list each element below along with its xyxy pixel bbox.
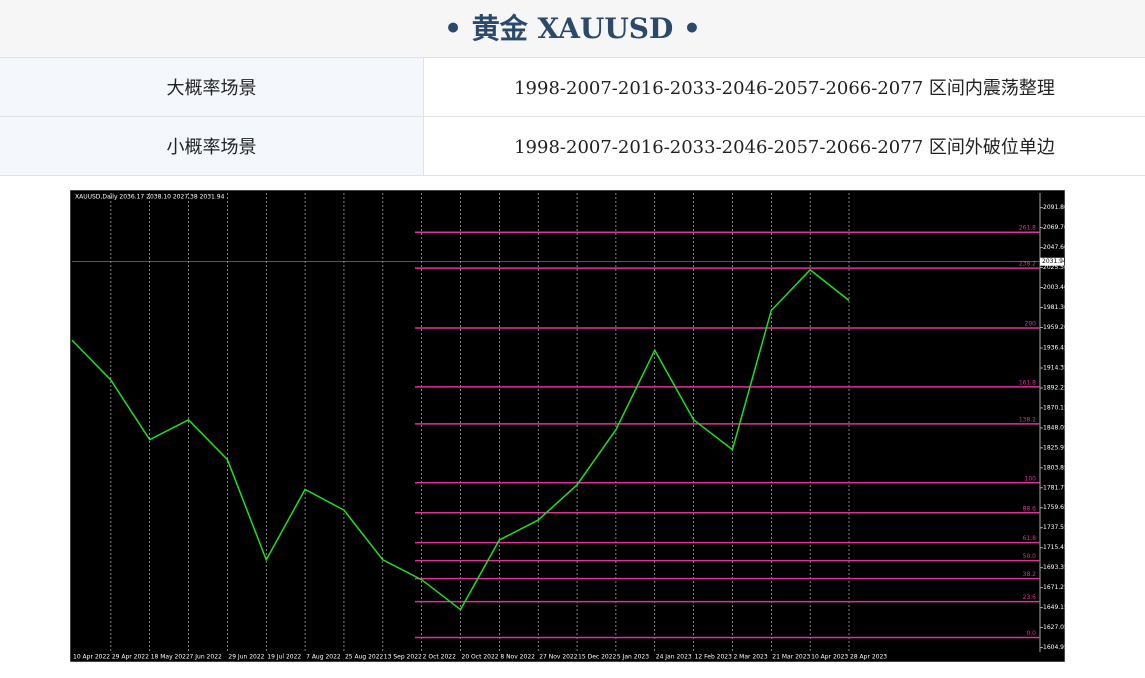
y-tick-label: 1715.45 xyxy=(1043,544,1065,551)
x-tick-label: 29 Apr 2022 xyxy=(112,654,149,661)
y-tick-label: 1870.15 xyxy=(1043,404,1065,411)
cell: 1998-2007-2016-2033-2046-2057-2066-2077 … xyxy=(423,116,1145,176)
x-tick-label: 2 Oct 2022 xyxy=(423,654,456,661)
fib-label: 161.8 xyxy=(1019,379,1036,386)
x-tick-label: 12 Feb 2023 xyxy=(695,654,733,661)
y-tick-label: 2047.60 xyxy=(1043,244,1065,251)
y-tick-label: 1825.95 xyxy=(1043,444,1065,451)
price-box xyxy=(1040,257,1064,266)
fib-label: 50.0 xyxy=(1023,553,1037,560)
x-tick-label: 28 Apr 2023 xyxy=(850,654,887,661)
y-tick-label: 1604.95 xyxy=(1043,644,1065,651)
x-tick-label: 19 Jul 2022 xyxy=(267,654,301,661)
y-tick-label: 1627.05 xyxy=(1043,624,1065,631)
y-tick-label: 1649.15 xyxy=(1043,604,1065,611)
x-tick-label: 13 Sep 2022 xyxy=(384,654,422,661)
y-tick-label: 1959.20 xyxy=(1043,324,1065,331)
x-tick-label: 20 Oct 2022 xyxy=(462,654,499,661)
x-tick-label: 18 May 2022 xyxy=(151,654,190,661)
y-tick-label: 1693.35 xyxy=(1043,564,1065,571)
y-tick-label: 2003.40 xyxy=(1043,284,1065,291)
price-series xyxy=(71,268,850,611)
price-label: 2031.94 xyxy=(1042,258,1065,265)
y-tick-label: 1781.75 xyxy=(1043,484,1065,491)
fib-label: 88.6 xyxy=(1023,505,1037,512)
x-tick-label: 24 Jan 2023 xyxy=(656,654,692,661)
row: 大概率场景 1998-2007-2016-2033-2046-2057-2066-… xyxy=(0,58,1145,117)
x-tick-label: 5 Jan 2023 xyxy=(617,654,649,661)
fib-label: 0.0 xyxy=(1026,630,1036,637)
x-tick-label: 10 Apr 2023 xyxy=(811,654,848,661)
x-tick-label: 7 Jun 2022 xyxy=(190,654,222,661)
y-tick-label: 1914.35 xyxy=(1043,364,1065,371)
cell: 小概率场景 xyxy=(0,116,424,176)
fib-label: 200 xyxy=(1025,320,1037,327)
y-tick-label: 2069.70 xyxy=(1043,224,1065,231)
chart-bg xyxy=(70,190,1065,662)
x-tick-label: 29 Jun 2022 xyxy=(228,654,264,661)
y-tick-label: 1848.05 xyxy=(1043,424,1065,431)
x-tick-label: 25 Aug 2022 xyxy=(345,654,384,661)
y-tick-label: 1671.25 xyxy=(1043,584,1065,591)
x-tick-label: 8 Nov 2022 xyxy=(500,654,535,661)
cell: 1998-2007-2016-2033-2046-2057-2066-2077 … xyxy=(423,58,1145,117)
scenario-table: 大概率场景 1998-2007-2016-2033-2046-2057-2066-… xyxy=(0,58,1145,176)
y-tick-label: 1803.85 xyxy=(1043,464,1065,471)
x-tick-label: 15 Dec 2022 xyxy=(578,654,617,661)
x-tick-label: 21 Mar 2023 xyxy=(772,654,810,661)
fib-label: 61.8 xyxy=(1023,535,1037,542)
fib-label: 38.2 xyxy=(1023,571,1037,578)
x-tick-label: 2 Mar 2023 xyxy=(733,654,767,661)
fib-label: 238.2 xyxy=(1019,261,1036,268)
y-tick-label: 1737.55 xyxy=(1043,524,1065,531)
x-tick-label: 27 Nov 2022 xyxy=(539,654,578,661)
fib-label: 100 xyxy=(1025,475,1037,482)
y-tick-label: 2091.80 xyxy=(1043,204,1065,211)
y-tick-label: 1981.30 xyxy=(1043,304,1065,311)
cell: 大概率场景 xyxy=(0,58,424,117)
y-tick-label: 1892.25 xyxy=(1043,384,1065,391)
price-chart: XAUUSD,Daily 2036.17 2038.10 2027.38 203… xyxy=(70,190,1065,662)
fib-label: 261.8 xyxy=(1019,225,1036,232)
row: 小概率场景 1998-2007-2016-2033-2046-2057-2066-… xyxy=(0,116,1145,176)
fib-label: 138.2 xyxy=(1019,416,1036,423)
y-tick-label: 1759.65 xyxy=(1043,504,1065,511)
fib-label: 23.6 xyxy=(1023,594,1037,601)
y-tick-label: 1936.45 xyxy=(1043,345,1065,352)
page-title: • 黄金 XAUUSD • xyxy=(0,0,1145,58)
y-tick-label: 2025.50 xyxy=(1043,264,1065,271)
x-tick-label: 7 Aug 2022 xyxy=(306,654,341,661)
x-tick-label: 10 Apr 2022 xyxy=(73,654,110,661)
